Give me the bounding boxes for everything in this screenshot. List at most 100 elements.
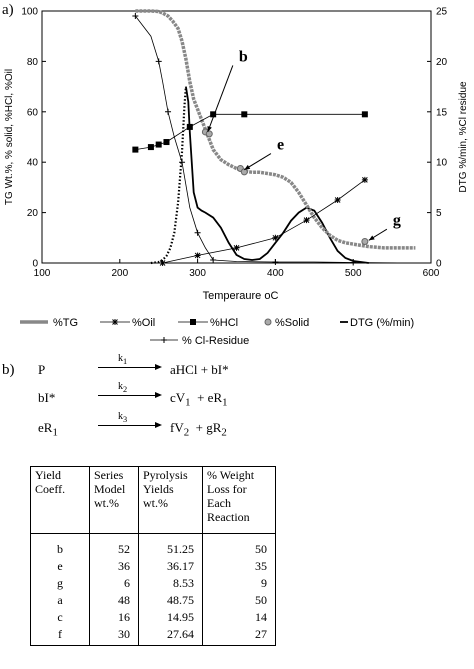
y-left-tick-label: 40 <box>27 158 39 169</box>
cell-series: 48 <box>89 592 139 609</box>
y-left-tick-label: 60 <box>27 107 39 118</box>
x-tick-label: 100 <box>34 268 51 279</box>
y-left-tick-label: 100 <box>21 7 38 18</box>
cell-series: 6 <box>89 575 139 592</box>
hcl-point <box>155 141 162 148</box>
cell-series: 30 <box>89 626 139 646</box>
yield-table-header: Yield Coeff. Series Model wt.% Pyrolysis… <box>30 466 276 534</box>
reaction-2-arrow <box>98 392 162 398</box>
annotation-label: b <box>239 48 248 65</box>
table-row: e 36 36.17 35 <box>30 558 276 575</box>
cell-pyrolysis: 14.95 <box>138 609 203 626</box>
y-right-axis-label: DTG %/min, %Cl residue <box>458 81 469 193</box>
cell-coeff: c <box>30 609 90 626</box>
tga-chart: 100 200 300 400 500 6000204060801000510152025… <box>4 7 469 348</box>
cell-pyrolysis: 51.25 <box>138 533 203 558</box>
reaction-2: bI* k2 cV1 + eR1 <box>38 381 338 409</box>
hcl-point <box>186 123 193 130</box>
hcl-point <box>132 146 139 153</box>
reaction-3-products: fV2 + gR2 <box>170 420 227 439</box>
series-cl-residue <box>135 15 416 264</box>
reaction-2-rate: k2 <box>118 381 128 394</box>
cell-coeff: f <box>30 626 90 646</box>
cell-coeff: e <box>30 558 90 575</box>
cell-coeff: g <box>30 575 90 592</box>
cell-weight-loss: 14 <box>202 609 276 626</box>
plot-frame <box>41 10 432 264</box>
table-row: b 52 51.25 50 <box>30 533 276 558</box>
cell-weight-loss: 50 <box>202 533 276 558</box>
y-right-tick-label: 0 <box>436 259 442 270</box>
legend-oil-label: %Oil <box>132 317 155 329</box>
cl-residue-point <box>210 256 217 263</box>
x-tick-label: 500 <box>345 268 362 279</box>
x-axis-label: Temperaure oC <box>203 290 279 302</box>
oil-point <box>194 252 201 259</box>
x-tick-label: 200 <box>111 268 128 279</box>
cell-weight-loss: 50 <box>202 592 276 609</box>
cell-pyrolysis: 8.53 <box>138 575 203 592</box>
hcl-point <box>361 111 368 118</box>
annotation-label: e <box>277 137 284 154</box>
cl-residue-point <box>272 258 279 265</box>
cell-pyrolysis: 27.64 <box>138 626 203 646</box>
x-tick-label: 400 <box>267 268 284 279</box>
x-tick-label: 300 <box>189 268 206 279</box>
y-left-axis-label: TG Wt.%, % solid, %HCl, %Oil <box>4 69 15 205</box>
series-tg <box>135 9 416 250</box>
cl-residue-point <box>165 108 172 115</box>
cl-residue-point <box>179 159 186 166</box>
y-left-tick-label: 20 <box>27 208 39 219</box>
reaction-1-arrow <box>98 364 162 370</box>
table-row: c 16 14.95 14 <box>30 609 276 626</box>
oil-point <box>334 197 341 203</box>
solid-point <box>205 130 213 138</box>
reaction-3-arrow <box>98 422 162 428</box>
legend-solid-label: %Solid <box>275 317 309 329</box>
header-yield-coeff: Yield Coeff. <box>30 466 90 534</box>
cl-residue-point <box>350 259 357 266</box>
cell-series: 36 <box>89 558 139 575</box>
legend-oil-marker <box>112 319 118 325</box>
solid-point <box>361 238 369 246</box>
legend-dtg-label: DTG (%/min) <box>350 317 414 329</box>
hcl-point <box>147 144 154 151</box>
legend-cl-marker <box>161 337 167 343</box>
annotation-label: g <box>393 212 401 229</box>
y-right-tick-label: 10 <box>436 158 448 169</box>
reaction-1-reactant: P <box>38 362 46 377</box>
oil-point <box>303 217 310 224</box>
annotation-arrowhead <box>207 125 212 132</box>
header-series-model: Series Model wt.% <box>89 466 139 534</box>
legend-cl-label: % Cl-Residue <box>182 335 249 347</box>
x-tick-label: 600 <box>423 268 440 279</box>
y-right-tick-label: 20 <box>436 57 448 68</box>
annotation-arrowhead <box>368 235 375 241</box>
hcl-point <box>163 139 170 146</box>
header-pyrolysis-yields: Pyrolysis Yields wt.% <box>138 466 203 534</box>
reaction-3: eR1 k3 fV2 + gR2 <box>38 411 338 439</box>
oil-point <box>272 234 279 241</box>
reaction-scheme: P k1 aHCl + bI* bI* k2 cV1 + eR1 eR1 k3 … <box>38 353 338 448</box>
hcl-point <box>241 111 248 118</box>
y-right-tick-label: 15 <box>436 107 448 118</box>
legend-hcl-label: %HCl <box>210 317 238 329</box>
y-right-tick-label: 25 <box>436 7 448 18</box>
hcl-point <box>210 111 217 118</box>
annotation-arrow <box>207 65 234 133</box>
panel-b-label: b) <box>2 362 15 378</box>
cl-residue-point <box>194 229 201 236</box>
panel-a-label: a) <box>2 2 14 18</box>
oil-point <box>233 244 240 251</box>
cell-coeff: a <box>30 592 90 609</box>
reaction-1-products: aHCl + bI* <box>170 362 229 377</box>
y-left-tick-label: 80 <box>27 57 39 68</box>
legend-tg-label: %TG <box>53 317 78 329</box>
reaction-3-rate: k3 <box>118 411 128 424</box>
y-left-tick-label: 0 <box>32 259 38 270</box>
table-row: g 6 8.53 9 <box>30 575 276 592</box>
table-row: f 30 27.64 27 <box>30 626 276 646</box>
annotation-arrowhead <box>244 164 251 170</box>
cell-weight-loss: 9 <box>202 575 276 592</box>
cell-series: 52 <box>89 533 139 558</box>
